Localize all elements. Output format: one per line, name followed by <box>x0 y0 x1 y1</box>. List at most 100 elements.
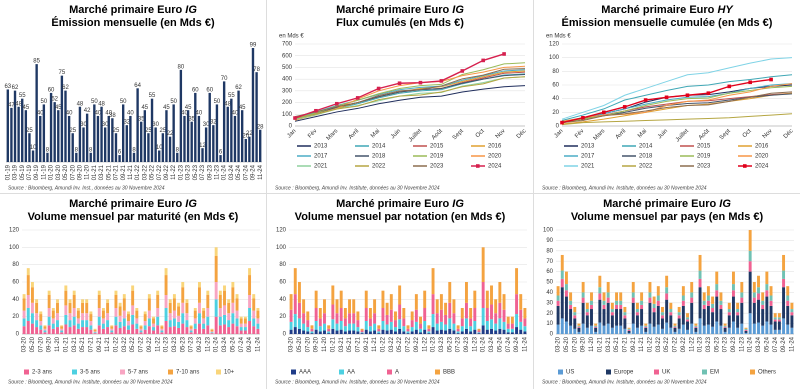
bar-segment <box>698 287 702 319</box>
bar-segment <box>744 327 748 329</box>
bar-segment <box>239 327 243 331</box>
bar-segment <box>439 309 443 322</box>
bar <box>17 106 20 162</box>
bar-segment <box>469 331 473 334</box>
y-tick-label: 80 <box>12 262 19 268</box>
value-label: 45 <box>163 105 170 111</box>
x-tick-label: 03-23 <box>439 336 445 352</box>
bar-segment <box>594 323 598 326</box>
bar-segment <box>719 292 723 301</box>
y-tick-label: 120 <box>549 42 560 48</box>
marker <box>748 80 752 85</box>
bar-segment <box>318 308 322 319</box>
bar-segment <box>577 331 581 334</box>
bar-segment <box>706 300 710 306</box>
bar-segment <box>427 333 431 334</box>
bar-segment <box>172 310 176 319</box>
bar-segment <box>47 295 51 308</box>
bar <box>39 115 42 162</box>
bar-segment <box>97 295 101 308</box>
bar-segment <box>523 326 527 332</box>
y-tick-label: 40 <box>546 290 553 296</box>
value-label: 30 <box>80 122 87 128</box>
bar-segment <box>318 318 322 327</box>
bar-segment <box>335 299 339 314</box>
bar-segment <box>30 302 34 314</box>
bar-segment <box>306 311 310 321</box>
bar-segment <box>314 329 318 334</box>
x-tick-label: 07-23 <box>189 336 195 352</box>
bar-segment <box>560 318 564 334</box>
bar-segment <box>302 299 306 314</box>
bar-segment <box>590 300 593 305</box>
bar-segment <box>248 295 252 308</box>
bar-segment <box>43 330 47 333</box>
bar-segment <box>131 290 135 306</box>
bar-segment <box>757 275 760 288</box>
bar-segment <box>610 315 614 328</box>
bar-segment <box>26 308 30 321</box>
x-tick-label: 03-20 <box>556 336 562 352</box>
bar-segment <box>498 328 502 334</box>
value-label: 8 <box>176 147 180 153</box>
marker <box>622 105 627 109</box>
bar-segment <box>256 308 260 311</box>
bar-segment <box>661 312 664 316</box>
bar-segment <box>335 323 339 331</box>
bar <box>240 110 244 162</box>
bar-segment <box>389 321 393 330</box>
bar-segment <box>782 278 786 288</box>
bar-segment <box>223 290 226 306</box>
x-tick-label: 03-20 <box>56 164 62 180</box>
bar-segment <box>181 287 185 303</box>
bar-segment <box>81 302 85 314</box>
bar-segment <box>394 320 397 328</box>
bar <box>143 110 147 162</box>
x-tick-label: 09-23 <box>464 336 470 352</box>
bar-segment <box>156 325 160 334</box>
bar-segment <box>615 325 619 334</box>
bar-segment <box>727 302 731 310</box>
bar-segment <box>76 310 80 319</box>
bar-segment <box>635 315 639 328</box>
value-label: 85 <box>33 59 40 65</box>
bar-segment <box>627 330 631 333</box>
x-tick-label: 05-20 <box>30 336 36 352</box>
bar-segment <box>335 313 339 324</box>
bar-segment <box>740 292 744 298</box>
bar-segment <box>177 306 181 316</box>
legend-swatch <box>120 369 125 375</box>
bar-segment <box>606 292 610 298</box>
bar-segment <box>631 302 635 324</box>
bar-segment <box>515 314 519 328</box>
bar-segment <box>106 302 110 314</box>
bar-segment <box>81 299 85 303</box>
bar-segment <box>231 282 235 288</box>
bar-segment <box>343 331 347 334</box>
bar-segment <box>727 327 731 334</box>
bar-segment <box>765 271 769 285</box>
bar-segment <box>435 330 439 334</box>
bar-segment <box>765 290 769 297</box>
bar-segment <box>444 324 448 331</box>
bar-segment <box>460 331 464 334</box>
bar-segment <box>498 318 502 329</box>
bar-segment <box>448 318 452 329</box>
bar-segment <box>694 331 698 334</box>
x-tick-label: 01-21 <box>330 336 336 352</box>
bar-segment <box>164 268 168 276</box>
bar-segment <box>644 325 648 327</box>
bar-segment <box>68 313 72 321</box>
value-label: 35 <box>188 116 195 122</box>
bar-segment <box>581 292 585 298</box>
bar-segment <box>485 329 489 334</box>
bar-segment <box>35 302 39 314</box>
bar-segment <box>606 323 610 334</box>
bar-segment <box>706 286 710 296</box>
bar-segment <box>202 308 206 311</box>
bar <box>147 133 150 162</box>
bar-segment <box>64 285 68 291</box>
bar-segment <box>782 287 786 319</box>
legend-label: 2019 <box>697 154 711 160</box>
legend-swatch <box>387 369 392 375</box>
